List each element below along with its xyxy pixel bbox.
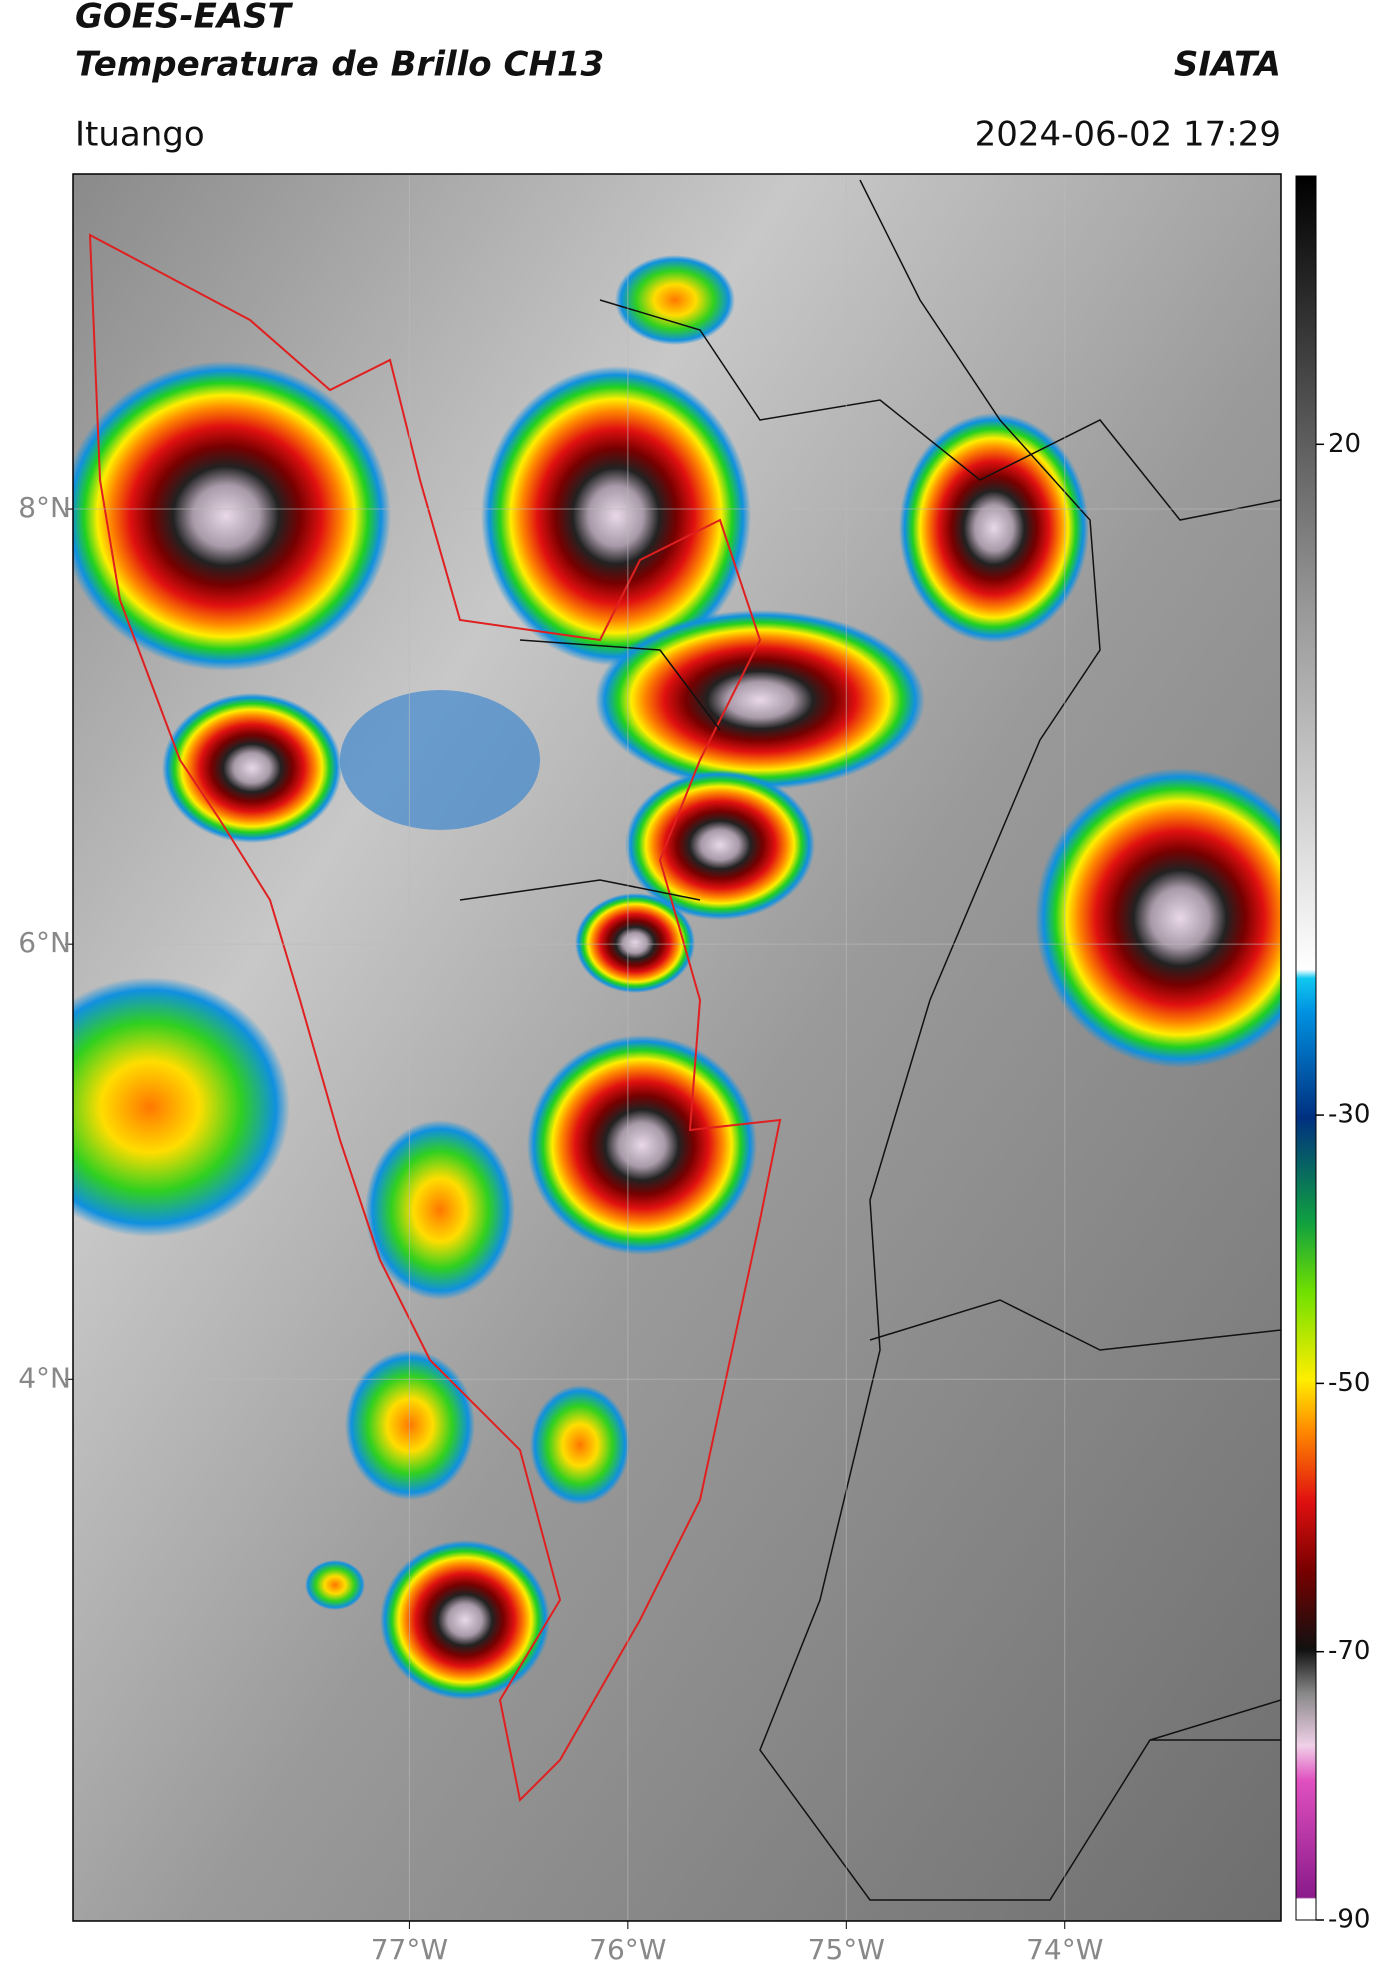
x-tick-label: 76°W — [589, 1933, 666, 1966]
timestamp: 2024-06-02 17:29 — [975, 115, 1281, 155]
storm-cell — [305, 1560, 365, 1610]
source: SIATA — [1174, 45, 1281, 85]
y-tick-label: 4°N — [18, 1361, 71, 1394]
storm-cell — [625, 770, 815, 920]
storm-cell — [615, 255, 735, 345]
admin-borders — [459, 179, 1281, 1901]
graticule — [73, 174, 1281, 1921]
storm-cell — [73, 361, 391, 671]
cloud-tops — [73, 255, 1281, 1700]
storm-cell — [162, 693, 342, 843]
colorbar-tick-label: -50 — [1328, 1368, 1370, 1398]
storm-cell — [575, 893, 695, 993]
cloud-edge — [340, 690, 540, 830]
storm-cell — [595, 610, 925, 790]
colorbar-tick-label: -90 — [1328, 1905, 1370, 1935]
y-tick-label: 6°N — [18, 926, 71, 959]
storm-cell — [899, 413, 1089, 643]
colorbar-tick-label: 20 — [1328, 429, 1361, 459]
location: Ituango — [75, 115, 205, 155]
storm-cell — [481, 366, 751, 666]
storm-cell — [530, 1385, 630, 1505]
colorbar-tick-label: -70 — [1328, 1636, 1370, 1666]
department-border — [88, 233, 782, 1803]
x-tick-label: 75°W — [808, 1933, 885, 1966]
map-frame — [72, 173, 1282, 1922]
storm-cell — [73, 977, 290, 1237]
satellite-image — [73, 174, 1281, 1921]
y-tick-label: 8°N — [18, 491, 71, 524]
x-tick-label: 74°W — [1026, 1933, 1103, 1966]
colorbar — [1295, 175, 1317, 1921]
colorbar-tick-label: -30 — [1328, 1100, 1370, 1130]
storm-cell — [365, 1120, 515, 1300]
storm-cell — [1035, 768, 1281, 1068]
subtitle: Temperatura de Brillo CH13 — [75, 45, 604, 85]
storm-cell — [345, 1350, 475, 1500]
storm-cell — [527, 1035, 757, 1255]
x-tick-label: 77°W — [371, 1933, 448, 1966]
storm-cell — [380, 1540, 550, 1700]
title: GOES-EAST — [75, 0, 294, 37]
